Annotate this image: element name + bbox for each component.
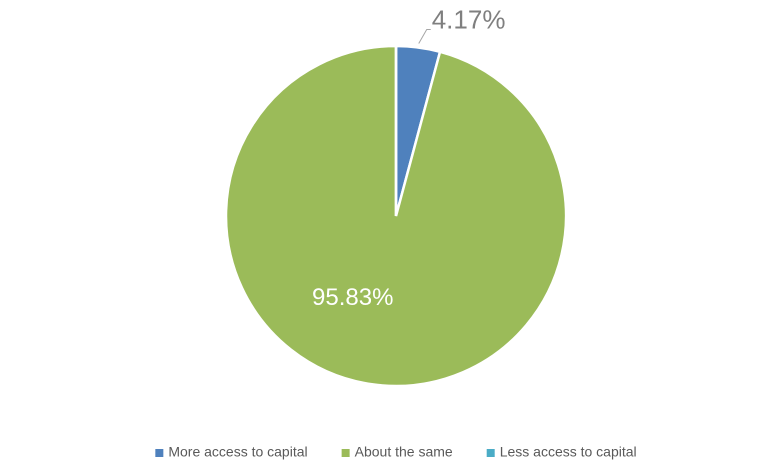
legend-swatch xyxy=(486,449,495,457)
pie: 4.17% 95.83% xyxy=(224,4,568,388)
legend-label: Less access to capital xyxy=(500,444,637,460)
legend-label: About the same xyxy=(355,444,453,460)
legend-label: More access to capital xyxy=(168,444,307,460)
data-label: 4.17% xyxy=(432,4,506,34)
legend-swatch xyxy=(155,449,164,457)
legend: More access to capital About the same Less… xyxy=(155,444,637,460)
legend-swatch xyxy=(341,449,350,457)
data-label: 95.83% xyxy=(312,284,393,311)
leader-line xyxy=(418,28,431,44)
